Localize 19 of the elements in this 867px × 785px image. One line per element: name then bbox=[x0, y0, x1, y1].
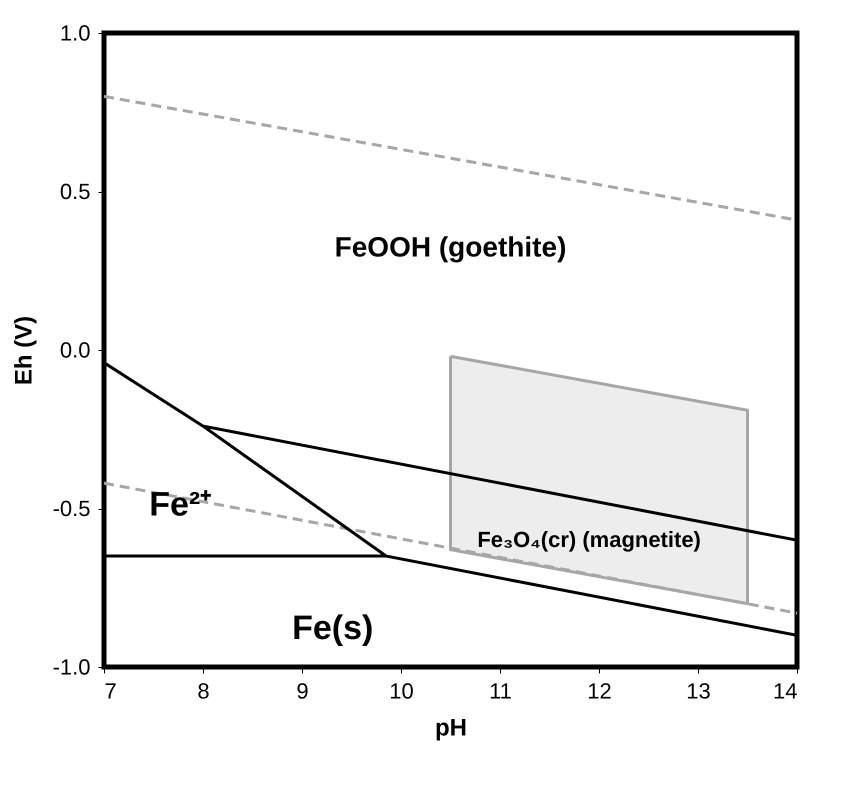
x-tick-label: 12 bbox=[587, 678, 612, 704]
y-tick-label: -0.5 bbox=[52, 496, 90, 521]
y-axis-title: Eh (V) bbox=[10, 316, 38, 386]
y-tick-label: -1.0 bbox=[52, 654, 90, 680]
x-tick-label: 8 bbox=[197, 678, 210, 704]
x-axis-title: pH bbox=[435, 714, 467, 742]
annotation: FeOOH (goethite) bbox=[334, 232, 566, 263]
x-tick-label: 7 bbox=[104, 678, 117, 704]
y-tick-label: 0.5 bbox=[60, 179, 90, 204]
annotation: Fe₃O₄(cr) (magnetite) bbox=[477, 527, 701, 552]
annotation: Fe²⁺ bbox=[149, 485, 212, 524]
y-tick-label: 1.0 bbox=[60, 20, 90, 46]
x-tick-label: 10 bbox=[389, 678, 414, 704]
x-tick-label: 13 bbox=[686, 678, 711, 704]
x-tick-label: 11 bbox=[489, 678, 512, 704]
y-tick-label: 0.0 bbox=[60, 338, 90, 362]
x-tick-label: 14 bbox=[773, 678, 798, 704]
annotation: Fe(s) bbox=[292, 608, 374, 647]
x-tick-label: 9 bbox=[296, 678, 309, 704]
